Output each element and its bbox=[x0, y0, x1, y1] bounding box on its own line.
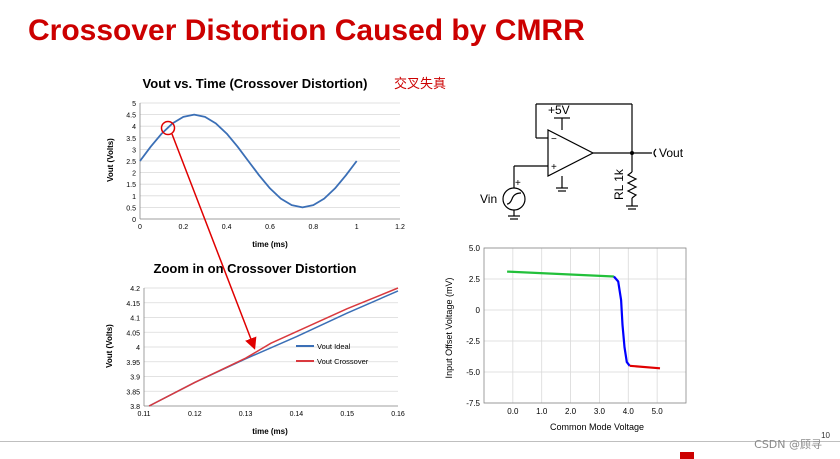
x-tick-label: 3.0 bbox=[594, 407, 606, 416]
opamp-symbol bbox=[547, 129, 595, 177]
series-group bbox=[507, 270, 661, 370]
x-tick-label: 1 bbox=[355, 224, 359, 231]
logo-mark bbox=[680, 452, 694, 459]
x-tick-label: 0.11 bbox=[137, 411, 150, 418]
series-line-1 bbox=[507, 270, 614, 278]
axes: 5.0 2.5 0 -2.5 -5.0 -7.5 0.0 1.0 2.0 3.0 4.0 5.0 bbox=[466, 244, 687, 416]
y-tick-label: 0 bbox=[476, 306, 481, 315]
x-tick-label: 0.6 bbox=[265, 224, 275, 231]
page-number: 10 bbox=[821, 431, 830, 440]
y-tick-label: 2.5 bbox=[469, 275, 481, 284]
x-tick-label: 0.15 bbox=[340, 411, 354, 418]
watermark: CSDN @顾寻 bbox=[754, 438, 822, 451]
slide-title: Crossover Distortion Caused by CMRR bbox=[28, 14, 585, 47]
x-axis-label: time (ms) bbox=[252, 427, 288, 436]
y-tick-label: -5.0 bbox=[466, 368, 480, 377]
y-tick-label: 1 bbox=[132, 194, 136, 201]
y-tick-label: 3.85 bbox=[126, 389, 140, 396]
opamp-schematic: +5V − + Vout Vin + RL 1k bbox=[480, 103, 684, 220]
y-tick-label: 5.0 bbox=[469, 244, 481, 253]
y-tick-label: 3.8 bbox=[130, 404, 140, 411]
annotation-note: 交叉失真 bbox=[394, 77, 447, 92]
load-resistor-symbol bbox=[626, 171, 638, 199]
series-line-2 bbox=[148, 287, 399, 407]
x-tick-label: 1.0 bbox=[536, 407, 548, 416]
y-tick-label: 3.95 bbox=[126, 360, 140, 367]
supply-label: +5V bbox=[548, 103, 570, 117]
x-axis-label: time (ms) bbox=[252, 240, 288, 249]
x-tick-label: 0.14 bbox=[290, 411, 304, 418]
y-tick-label: 4.2 bbox=[130, 286, 140, 293]
y-tick-label: 5 bbox=[132, 101, 136, 108]
y-axis-label: Vout (Volts) bbox=[106, 138, 115, 182]
zoom-chart: Zoom in on Crossover Distortion 3.83.853… bbox=[105, 261, 405, 436]
input-label: Vin bbox=[480, 192, 497, 206]
x-tick-label: 1.2 bbox=[395, 224, 405, 231]
y-tick-label: -7.5 bbox=[466, 399, 480, 408]
x-tick-label: 0 bbox=[138, 224, 142, 231]
series-line-2 bbox=[613, 275, 631, 367]
x-tick-label: 0.13 bbox=[239, 411, 253, 418]
y-tick-label: 4.1 bbox=[130, 316, 140, 323]
y-tick-label: 1.5 bbox=[126, 182, 136, 189]
plot-frame bbox=[483, 247, 687, 404]
x-tick-label: 0.4 bbox=[222, 224, 232, 231]
source-polarity-sign: + bbox=[515, 178, 521, 189]
x-tick-label: 2.0 bbox=[565, 407, 577, 416]
chart-title: Vout vs. Time (Crossover Distortion) bbox=[143, 76, 368, 91]
y-tick-label: 0.5 bbox=[126, 205, 136, 212]
legend-label: Vout Ideal bbox=[317, 342, 351, 351]
series-group bbox=[148, 287, 399, 407]
y-tick-label: 0 bbox=[132, 217, 136, 224]
series-line-3 bbox=[629, 364, 661, 370]
axes: 3.8 3.85 3.9 3.95 4 4.05 4.1 4.15 4.2 0.11 0.12 0.1… bbox=[126, 286, 405, 418]
footer-rule bbox=[0, 441, 840, 442]
x-tick-label: 4.0 bbox=[623, 407, 635, 416]
chart-title: Zoom in on Crossover Distortion bbox=[154, 261, 357, 276]
y-axis-label: Input Offset Voltage (mV) bbox=[444, 278, 454, 379]
vout-time-chart: Vout vs. Time (Crossover Distortion) 0 0.… bbox=[106, 76, 405, 249]
offset-cmv-chart: 5.0 2.5 0 -2.5 -5.0 -7.5 0.0 1.0 2.0 3.0 4.0 5.0 Co… bbox=[444, 244, 687, 432]
y-axis-label: Vout (Volts) bbox=[105, 324, 114, 368]
axes: 0 0.5 1 1.5 2 2.5 3 3.5 4 4.5 5 0 0.2 0.4 0.6 0.8 1 1.2 bbox=[126, 101, 405, 231]
y-tick-label: 4.15 bbox=[126, 301, 140, 308]
legend: Vout Ideal Vout Crossover bbox=[296, 342, 369, 366]
legend-label: Vout Crossover bbox=[317, 357, 369, 366]
inverting-input-sign: − bbox=[551, 134, 557, 145]
output-terminal-symbol bbox=[653, 148, 657, 158]
y-tick-label: -2.5 bbox=[466, 337, 480, 346]
y-tick-label: 2 bbox=[132, 171, 136, 178]
series-line-1 bbox=[148, 290, 399, 407]
y-tick-label: 4.5 bbox=[126, 113, 136, 120]
y-tick-label: 4 bbox=[136, 345, 140, 352]
x-tick-label: 0.2 bbox=[178, 224, 188, 231]
x-tick-label: 0.8 bbox=[308, 224, 318, 231]
x-tick-label: 5.0 bbox=[652, 407, 664, 416]
x-axis-label: Common Mode Voltage bbox=[550, 422, 644, 432]
voltage-source-symbol bbox=[502, 187, 526, 211]
y-tick-label: 3.9 bbox=[130, 375, 140, 382]
noninverting-input-sign: + bbox=[551, 162, 557, 173]
output-label: Vout bbox=[659, 146, 684, 160]
y-tick-label: 3 bbox=[132, 147, 136, 154]
y-tick-label: 3.5 bbox=[126, 136, 136, 143]
x-tick-label: 0.12 bbox=[188, 411, 202, 418]
x-tick-label: 0.0 bbox=[507, 407, 519, 416]
load-label: RL 1k bbox=[612, 168, 626, 200]
y-tick-label: 4 bbox=[132, 124, 136, 131]
y-tick-label: 4.05 bbox=[126, 330, 140, 337]
x-tick-label: 0.16 bbox=[391, 411, 405, 418]
y-tick-label: 2.5 bbox=[126, 159, 136, 166]
